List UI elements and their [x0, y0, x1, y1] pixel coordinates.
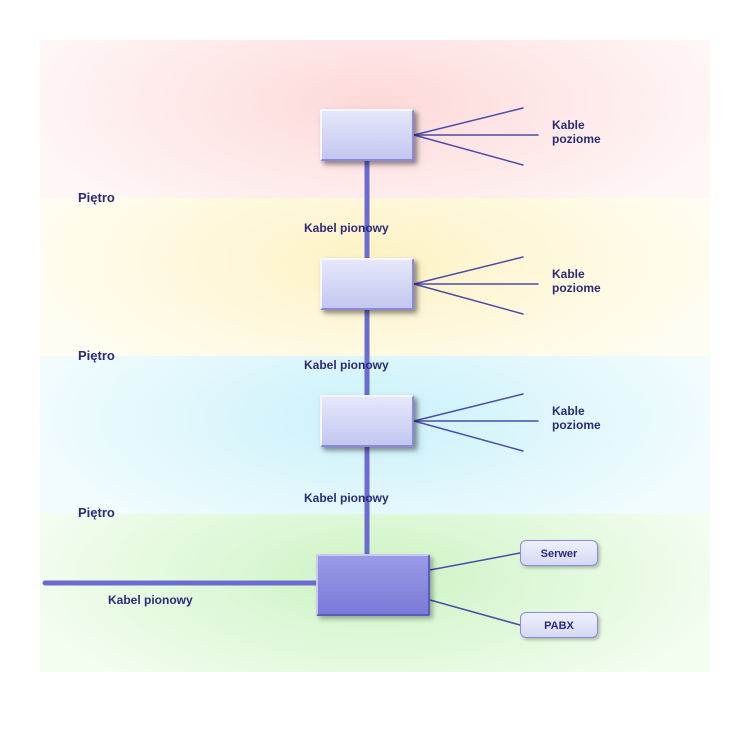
- main-distribution-node: [316, 554, 430, 616]
- horizontal-cable-label-0: Kable poziome: [552, 118, 601, 146]
- vertical-cable-left-label-0: Kabel pionowy: [108, 593, 193, 607]
- distribution-node-1: [320, 258, 414, 310]
- pabx-node: PABX: [520, 612, 598, 638]
- horizontal-cable-label-1: Kable poziome: [552, 267, 601, 295]
- serwer-label: Serwer: [541, 548, 578, 560]
- floor-label-1: Piętro: [78, 348, 115, 363]
- pabx-label: PABX: [544, 620, 574, 632]
- floor-label-0: Piętro: [78, 190, 115, 205]
- distribution-node-0: [320, 109, 414, 161]
- vertical-cable-label-0: Kabel pionowy: [304, 221, 389, 235]
- serwer-node: Serwer: [520, 540, 598, 566]
- distribution-node-2: [320, 395, 414, 447]
- vertical-cable-label-2: Kabel pionowy: [304, 491, 389, 505]
- floor-label-2: Piętro: [78, 505, 115, 520]
- horizontal-cable-label-2: Kable poziome: [552, 404, 601, 432]
- vertical-cable-label-1: Kabel pionowy: [304, 358, 389, 372]
